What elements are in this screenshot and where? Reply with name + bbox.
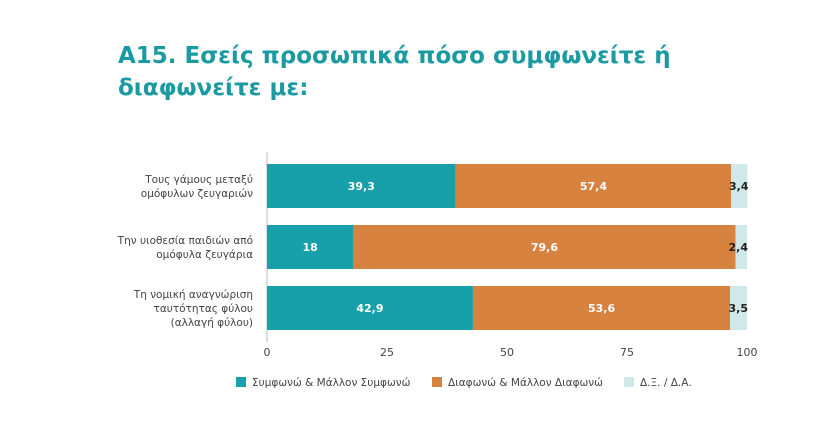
data-label: 42,9 xyxy=(356,302,383,315)
x-tick-label: 75 xyxy=(620,346,634,359)
data-label: 3,4 xyxy=(729,180,749,193)
data-label: 79,6 xyxy=(531,241,558,254)
category-label: Την υιοθεσία παιδιών από xyxy=(117,235,253,247)
bar-segment xyxy=(472,286,731,330)
legend-swatch xyxy=(624,377,634,387)
x-tick-label: 100 xyxy=(737,346,758,359)
legend-swatch xyxy=(432,377,442,387)
category-label: (αλλαγή φύλου) xyxy=(171,317,253,329)
bar-segment xyxy=(267,225,354,269)
bar-segment xyxy=(267,164,456,208)
legend-label: Συμφωνώ & Μάλλον Συμφωνώ xyxy=(252,377,411,389)
category-label: ομόφυλων ζευγαριών xyxy=(141,188,253,200)
data-label: 2,4 xyxy=(729,241,749,254)
data-label: 3,5 xyxy=(729,302,749,315)
x-tick-label: 0 xyxy=(264,346,271,359)
legend-label: Δ.Ξ. / Δ.Α. xyxy=(640,377,692,389)
bar-segment xyxy=(353,225,736,269)
bar-segment xyxy=(735,225,747,269)
x-tick-label: 25 xyxy=(380,346,394,359)
chart-title: A15. Εσείς προσωπικά πόσο συμφωνείτε ή δ… xyxy=(118,43,671,101)
bar-segment xyxy=(730,286,747,330)
bar-segment xyxy=(455,164,732,208)
x-tick-label: 50 xyxy=(500,346,514,359)
data-label: 39,3 xyxy=(348,180,375,193)
category-label: Τη νομική αναγνώριση xyxy=(133,289,253,301)
category-label: ταυτότητας φύλου xyxy=(154,303,254,315)
data-label: 57,4 xyxy=(580,180,607,193)
data-label: 53,6 xyxy=(588,302,615,315)
bar-segment xyxy=(267,286,473,330)
category-label: ομόφυλα ζευγάρια xyxy=(156,249,253,261)
bar-segment xyxy=(731,164,748,208)
legend-swatch xyxy=(236,377,246,387)
data-label: 18 xyxy=(303,241,318,254)
legend-label: Διαφωνώ & Μάλλον Διαφωνώ xyxy=(448,377,603,389)
category-label: Τους γάμους μεταξύ xyxy=(144,174,253,186)
